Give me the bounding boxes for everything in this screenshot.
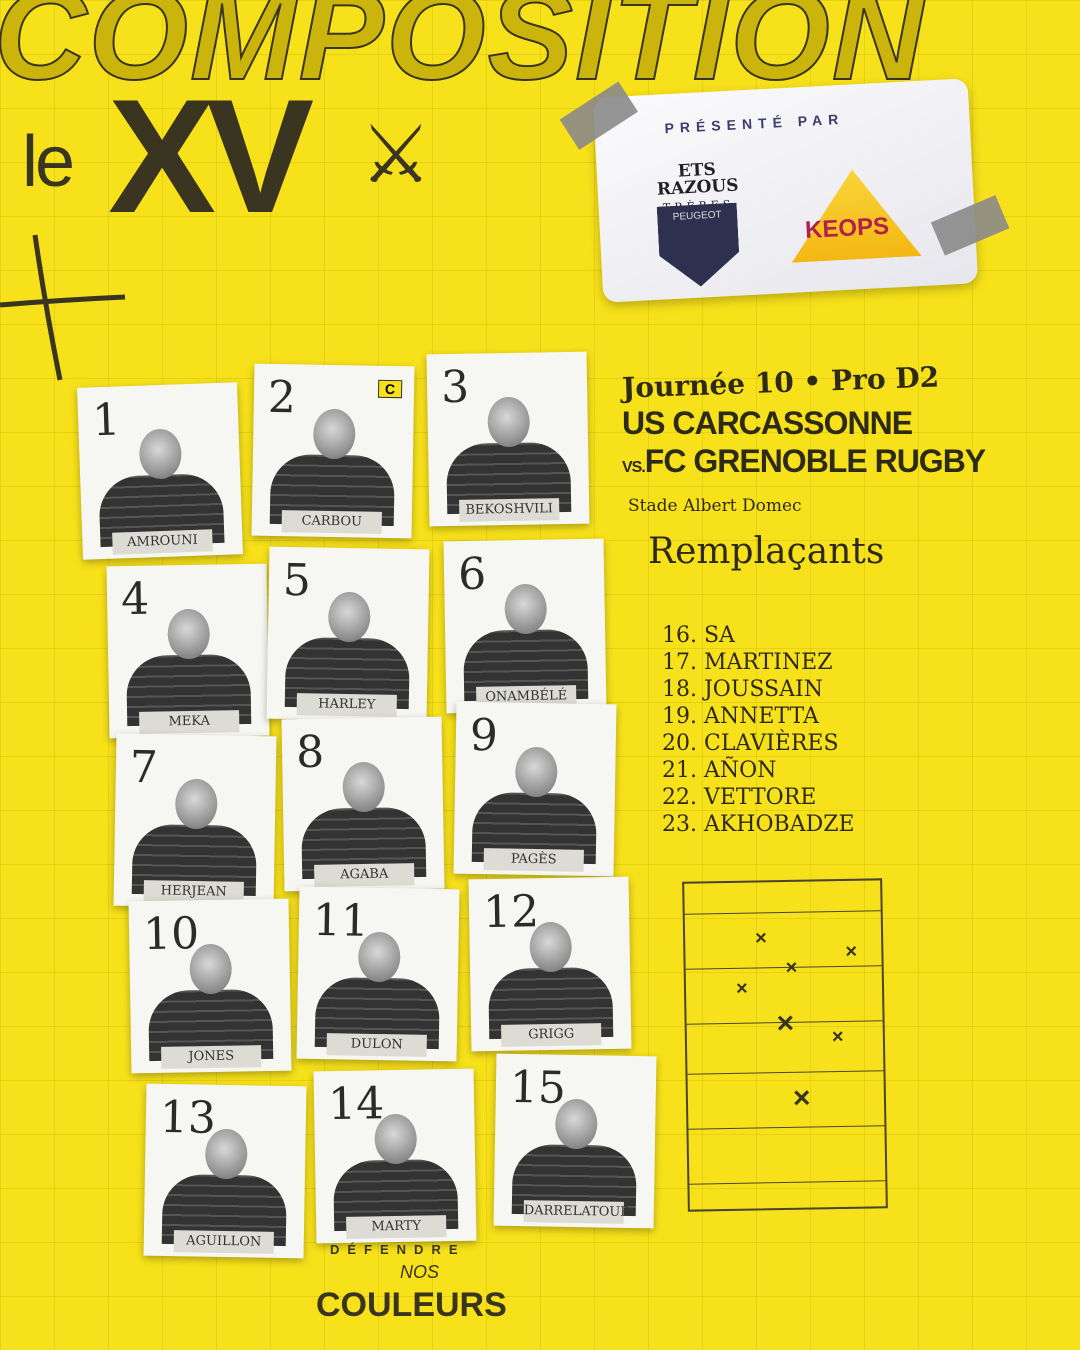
player-name: PAGÈS — [483, 848, 584, 872]
keops-text: KEOPS — [804, 212, 890, 245]
player-name: CARBOU — [281, 510, 382, 534]
peugeot-logo: PEUGEOT — [657, 203, 741, 289]
cross-mark-icon — [0, 234, 126, 381]
player-number: 9 — [469, 709, 499, 762]
player-card: 12 GRIGG — [468, 876, 632, 1052]
player-name: AGABA — [314, 863, 415, 887]
player-card: 8 AGABA — [281, 716, 445, 892]
rugby-field-diagram: × × × × × × × — [682, 878, 888, 1212]
player-card: 6 ONAMBÉLÉ — [443, 538, 607, 714]
substitute-item: 23. AKHOBADZE — [662, 812, 855, 837]
player-number: 13 — [159, 1091, 217, 1144]
substitute-item: 22. VETTORE — [662, 785, 817, 810]
player-card: 1 AMROUNI — [77, 382, 243, 560]
substitutes-title: Remplaçants — [648, 531, 885, 572]
le-text: le — [22, 122, 75, 202]
crossed-swords-icon: ⚔ — [360, 108, 432, 201]
substitute-item: 18. JOUSSAIN — [662, 677, 823, 702]
home-team: US CARCASSONNE — [622, 405, 913, 441]
stadium: Stade Albert Domec — [628, 496, 802, 516]
xv-text: XV — [108, 66, 314, 247]
player-card: 7 HERJEAN — [113, 733, 277, 909]
player-card: 5 HARLEY — [266, 546, 430, 722]
player-number: 8 — [295, 726, 325, 779]
composition-title: COMPOSITION — [0, 0, 927, 107]
player-number: 6 — [457, 548, 487, 601]
sponsor-card: PRÉSENTÉ PAR ETS RAZOUSTRÈBES PEUGEOT KE… — [559, 78, 1010, 303]
player-number: 3 — [440, 361, 470, 414]
player-name: AMROUNI — [112, 529, 213, 555]
player-name: DARRELATOUR — [523, 1200, 630, 1224]
substitute-item: 20. CLAVIÈRES — [662, 731, 839, 756]
player-number: 14 — [327, 1078, 385, 1131]
player-card: 11 DULON — [296, 886, 460, 1062]
player-name: BEKOSHVILI — [459, 498, 560, 522]
player-number: 1 — [91, 394, 122, 447]
player-number: 2 — [267, 371, 297, 424]
player-name: MARTY — [346, 1215, 447, 1239]
player-number: 5 — [282, 554, 312, 607]
player-card: 4 MEKA — [106, 563, 270, 739]
player-number: 10 — [142, 908, 200, 961]
player-card: 13 AGUILLON — [143, 1083, 307, 1259]
player-card: 10 JONES — [128, 898, 292, 1074]
player-number: 11 — [312, 894, 370, 947]
player-card: 3 BEKOSHVILI — [426, 351, 590, 527]
player-name: DULON — [326, 1033, 427, 1057]
substitute-item: 21. AÑON — [662, 758, 777, 783]
away-line: VS.FC GRENOBLE RUGBY — [622, 443, 986, 479]
player-number: 4 — [120, 573, 150, 626]
footer-nos: NOS — [400, 1262, 440, 1282]
player-card: 15 DARRELATOUR — [493, 1053, 657, 1229]
captain-badge: C — [377, 379, 403, 399]
substitutes-list: 16. SA 17. MARTINEZ 18. JOUSSAIN 19. ANNETT… — [662, 622, 855, 838]
player-card: 2 C CARBOU — [251, 363, 415, 539]
substitute-item: 19. ANNETTA — [662, 704, 819, 729]
substitute-item: 16. SA — [662, 623, 735, 648]
player-name: MEKA — [139, 710, 240, 734]
player-name: JONES — [161, 1045, 262, 1069]
player-name: HARLEY — [296, 693, 397, 717]
player-card: 14 MARTY — [313, 1068, 477, 1244]
presented-by: PRÉSENTÉ PAR — [664, 110, 845, 137]
player-name: GRIGG — [501, 1023, 602, 1047]
player-name: AGUILLON — [173, 1230, 274, 1254]
footer-defendre: DÉFENDRE — [330, 1242, 466, 1257]
substitute-item: 17. MARTINEZ — [662, 650, 833, 675]
player-card: 9 PAGÈS — [453, 701, 617, 877]
player-number: 15 — [509, 1061, 567, 1114]
player-number: 7 — [129, 741, 159, 794]
footer-couleurs: COULEURS — [316, 1286, 507, 1324]
player-number: 12 — [482, 886, 540, 939]
